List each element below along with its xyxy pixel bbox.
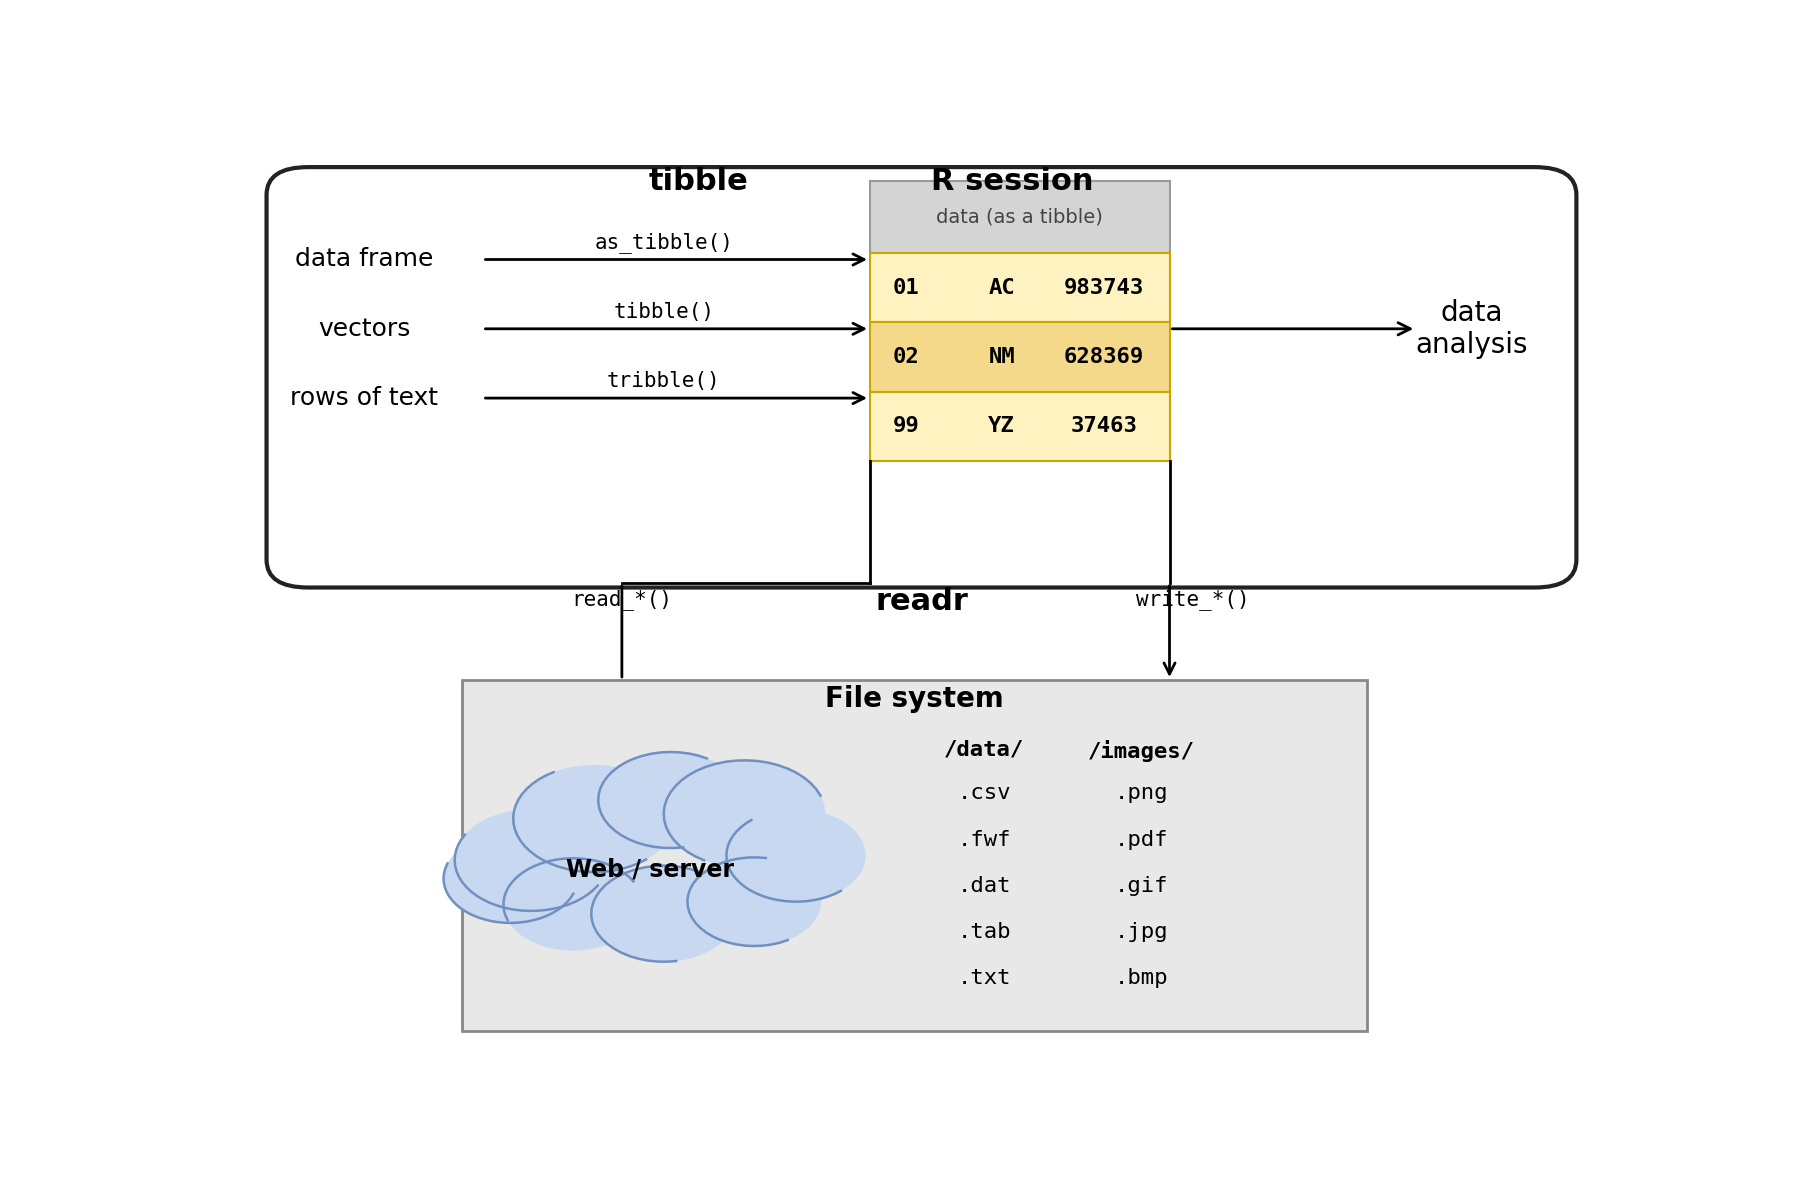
Circle shape [444, 834, 577, 923]
Text: 02: 02 [892, 347, 919, 367]
Text: R session: R session [931, 167, 1093, 196]
Text: 01: 01 [892, 277, 919, 298]
Text: Web / server: Web / server [566, 857, 734, 881]
Text: /data/: /data/ [944, 740, 1025, 760]
Circle shape [663, 761, 825, 868]
Text: tibble(): tibble() [613, 302, 714, 322]
Text: NM: NM [989, 347, 1016, 367]
Text: .fwf: .fwf [957, 829, 1010, 850]
Text: 983743: 983743 [1063, 277, 1144, 298]
Text: as_tibble(): as_tibble() [595, 233, 734, 253]
Text: rows of text: rows of text [289, 386, 439, 410]
Text: vectors: vectors [318, 317, 410, 341]
Text: readr: readr [876, 587, 967, 616]
Text: tibble: tibble [649, 167, 748, 196]
Text: YZ: YZ [989, 416, 1016, 437]
FancyBboxPatch shape [870, 253, 1169, 323]
Circle shape [592, 865, 735, 961]
Text: 99: 99 [892, 416, 919, 437]
Text: .gif: .gif [1115, 876, 1169, 896]
FancyBboxPatch shape [870, 181, 1169, 253]
Circle shape [687, 857, 822, 946]
Text: File system: File system [825, 684, 1003, 713]
Circle shape [599, 752, 743, 848]
Text: .tab: .tab [957, 922, 1010, 942]
Circle shape [726, 809, 867, 901]
Text: data
analysis: data analysis [1415, 299, 1528, 359]
FancyBboxPatch shape [870, 391, 1169, 461]
Text: read_*(): read_*() [572, 589, 672, 610]
Text: data frame: data frame [295, 247, 433, 271]
Text: .csv: .csv [957, 784, 1010, 804]
Text: 628369: 628369 [1063, 347, 1144, 367]
Text: .bmp: .bmp [1115, 968, 1169, 989]
Circle shape [503, 858, 644, 950]
Text: 37463: 37463 [1070, 416, 1136, 437]
Text: .png: .png [1115, 784, 1169, 804]
Circle shape [455, 809, 608, 911]
Circle shape [512, 764, 674, 872]
FancyBboxPatch shape [266, 167, 1577, 588]
FancyBboxPatch shape [462, 680, 1368, 1031]
Text: .jpg: .jpg [1115, 922, 1169, 942]
Text: write_*(): write_*() [1136, 589, 1250, 610]
Text: tribble(): tribble() [608, 372, 721, 391]
FancyBboxPatch shape [870, 323, 1169, 391]
Text: .dat: .dat [957, 876, 1010, 896]
Text: /images/: /images/ [1088, 740, 1196, 762]
Text: .txt: .txt [957, 968, 1010, 989]
Text: .pdf: .pdf [1115, 829, 1169, 850]
Text: data (as a tibble): data (as a tibble) [937, 208, 1104, 227]
Text: AC: AC [989, 277, 1016, 298]
